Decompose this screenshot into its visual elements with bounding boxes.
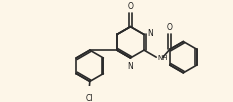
Text: Cl: Cl: [85, 94, 93, 102]
Text: NH: NH: [157, 55, 168, 61]
Text: O: O: [127, 2, 134, 11]
Text: N: N: [147, 29, 153, 38]
Text: O: O: [167, 23, 173, 32]
Text: N: N: [128, 62, 133, 71]
